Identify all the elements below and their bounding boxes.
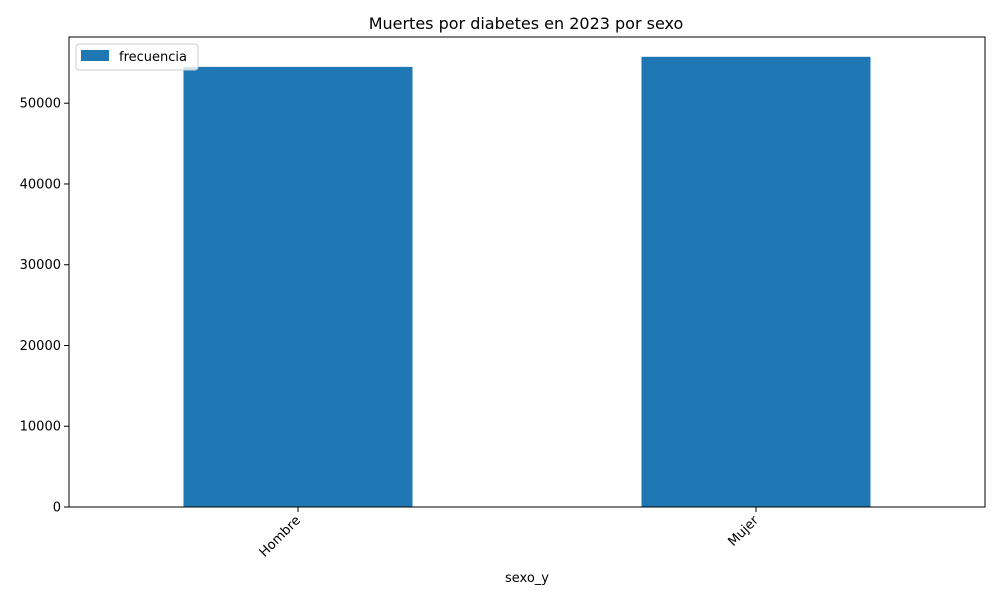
y-tick-label: 30000 <box>20 258 61 273</box>
y-axis-ticks: 0 10000 20000 30000 40000 50000 <box>20 97 69 516</box>
legend: frecuencia <box>75 43 199 71</box>
y-tick-label: 20000 <box>20 339 61 354</box>
x-axis-label: sexo_y <box>505 571 549 586</box>
y-tick-label: 10000 <box>20 420 61 435</box>
bars-layer <box>183 56 871 508</box>
bar-mujer <box>641 56 871 508</box>
plot-area-frame <box>68 36 986 508</box>
legend-label-frecuencia: frecuencia <box>119 50 187 65</box>
y-tick-label: 50000 <box>20 97 61 112</box>
y-tick-label: 0 <box>53 501 61 516</box>
bar-hombre <box>183 66 413 507</box>
chart-title: Muertes por diabetes en 2023 por sexo <box>369 14 684 33</box>
legend-swatch-frecuencia <box>81 50 109 61</box>
y-tick-label: 40000 <box>20 177 61 192</box>
